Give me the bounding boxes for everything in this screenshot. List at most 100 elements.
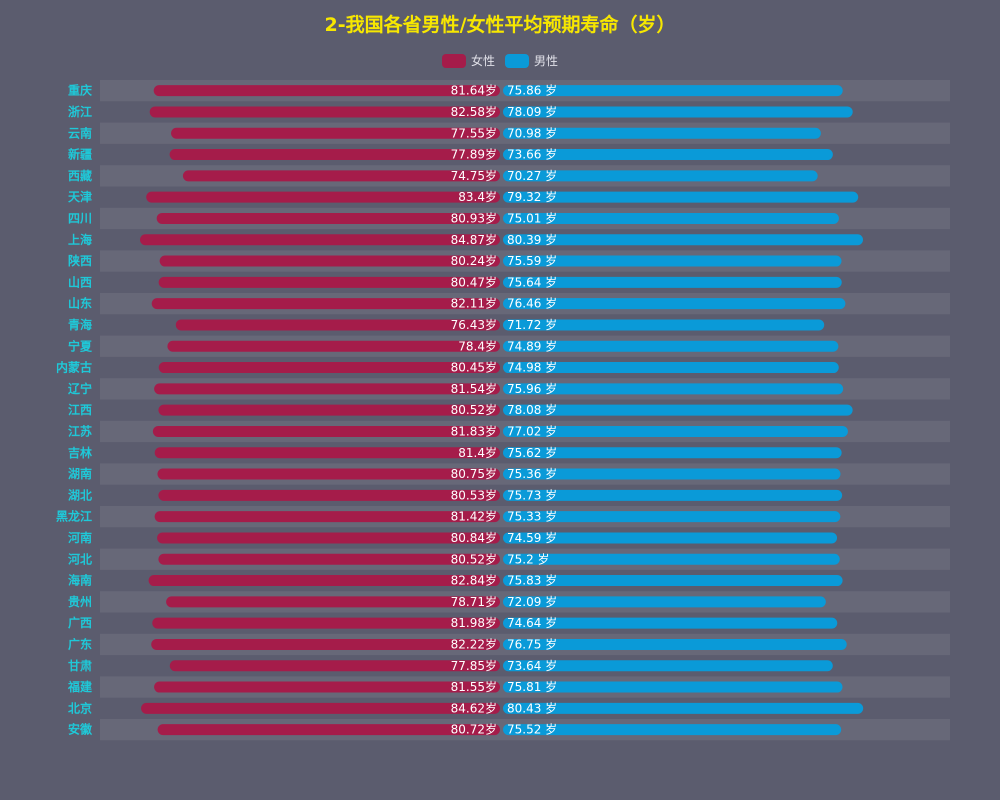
category-label: 新疆 — [68, 147, 92, 162]
data-label-male: 75.2 岁 — [507, 551, 550, 566]
bar-female[interactable] — [171, 127, 500, 139]
bar-female[interactable] — [154, 511, 500, 523]
bar-female[interactable] — [157, 468, 500, 480]
bar-female[interactable] — [169, 660, 500, 672]
bar-male[interactable] — [503, 489, 843, 501]
bar-female[interactable] — [152, 425, 500, 437]
bar-male[interactable] — [503, 532, 838, 544]
bar-male[interactable] — [503, 319, 825, 331]
bar-female[interactable] — [140, 234, 500, 246]
bar-female[interactable] — [152, 617, 501, 629]
data-label-female: 80.72岁 — [451, 722, 497, 737]
bar-female[interactable] — [141, 702, 501, 714]
bar-male[interactable] — [503, 149, 833, 161]
data-label-female: 84.62岁 — [451, 700, 497, 715]
legend-swatch-female — [441, 53, 466, 68]
category-label: 河南 — [67, 530, 92, 545]
bar-female[interactable] — [175, 319, 500, 331]
bar-female[interactable] — [157, 724, 500, 736]
category-label: 青海 — [68, 317, 92, 332]
bar-male[interactable] — [503, 575, 843, 587]
legend-item-female[interactable]: 女性 — [441, 52, 495, 69]
category-label: 重庆 — [68, 83, 92, 98]
bar-female[interactable] — [159, 255, 500, 267]
data-label-female: 84.87岁 — [451, 232, 497, 247]
bar-female[interactable] — [158, 362, 501, 374]
bar-female[interactable] — [153, 85, 500, 97]
bar-female[interactable] — [154, 383, 501, 395]
bar-male[interactable] — [503, 85, 843, 97]
bar-male[interactable] — [503, 170, 818, 182]
data-label-female: 83.4岁 — [458, 189, 497, 204]
bar-male[interactable] — [503, 511, 841, 523]
bar-male[interactable] — [503, 724, 842, 736]
data-label-female: 81.55岁 — [451, 679, 497, 694]
bar-female[interactable] — [154, 681, 501, 693]
data-label-female: 74.75岁 — [451, 168, 497, 183]
data-label-female: 81.98岁 — [451, 615, 497, 630]
bar-male[interactable] — [503, 234, 863, 246]
bar-male[interactable] — [503, 425, 848, 437]
data-label-male: 75.33 岁 — [507, 509, 557, 524]
data-label-male: 75.36 岁 — [507, 466, 557, 481]
bar-female[interactable] — [146, 191, 500, 203]
bar-male[interactable] — [503, 212, 839, 224]
data-label-male: 71.72 岁 — [507, 317, 557, 332]
data-label-male: 70.98 岁 — [507, 125, 557, 140]
bar-male[interactable] — [503, 468, 841, 480]
bar-male[interactable] — [503, 298, 846, 310]
category-label: 上海 — [68, 232, 92, 247]
bar-male[interactable] — [503, 106, 853, 118]
bar-male[interactable] — [503, 276, 842, 288]
category-label: 湖北 — [68, 487, 92, 502]
category-label: 宁夏 — [68, 338, 93, 353]
bar-female[interactable] — [182, 170, 501, 182]
bar-female[interactable] — [148, 575, 500, 587]
category-label: 贵州 — [68, 594, 92, 609]
bar-female[interactable] — [157, 532, 501, 544]
bar-male[interactable] — [503, 340, 839, 352]
bar-male[interactable] — [503, 638, 847, 650]
bar-male[interactable] — [503, 681, 843, 693]
bar-female[interactable] — [151, 298, 500, 310]
bar-female[interactable] — [156, 212, 500, 224]
data-label-female: 80.52岁 — [451, 402, 497, 417]
bar-male[interactable] — [503, 553, 840, 565]
bar-male[interactable] — [503, 660, 833, 672]
data-label-female: 80.45岁 — [451, 360, 497, 375]
bar-female[interactable] — [158, 404, 500, 416]
category-label: 甘肃 — [68, 658, 92, 673]
data-label-male: 75.59 岁 — [507, 253, 557, 268]
bar-female[interactable] — [151, 638, 500, 650]
bar-male[interactable] — [503, 702, 864, 714]
data-label-male: 75.73 岁 — [507, 487, 557, 502]
data-label-female: 76.43岁 — [451, 317, 497, 332]
bar-male[interactable] — [503, 383, 844, 395]
category-label: 河北 — [67, 551, 92, 566]
bar-female[interactable] — [149, 106, 500, 118]
data-label-female: 81.83岁 — [451, 423, 497, 438]
bar-male[interactable] — [503, 127, 821, 139]
bar-male[interactable] — [503, 191, 859, 203]
bar-female[interactable] — [158, 489, 500, 501]
bar-female[interactable] — [158, 553, 500, 565]
data-label-female: 80.52岁 — [451, 551, 497, 566]
bar-male[interactable] — [503, 596, 826, 608]
bar-male[interactable] — [503, 255, 842, 267]
bar-male[interactable] — [503, 362, 839, 374]
bar-male[interactable] — [503, 447, 842, 459]
bar-male[interactable] — [503, 404, 853, 416]
bar-male[interactable] — [503, 617, 838, 629]
bar-female[interactable] — [166, 596, 500, 608]
data-label-male: 75.81 岁 — [507, 679, 557, 694]
legend-item-male[interactable]: 男性 — [505, 52, 558, 69]
legend: 女性 男性 — [0, 52, 1000, 69]
bar-female[interactable] — [158, 276, 501, 288]
data-label-male: 78.09 岁 — [507, 104, 557, 119]
bar-female[interactable] — [167, 340, 500, 352]
data-label-male: 73.66 岁 — [507, 147, 557, 162]
bar-female[interactable] — [169, 149, 500, 161]
bar-female[interactable] — [154, 447, 500, 459]
